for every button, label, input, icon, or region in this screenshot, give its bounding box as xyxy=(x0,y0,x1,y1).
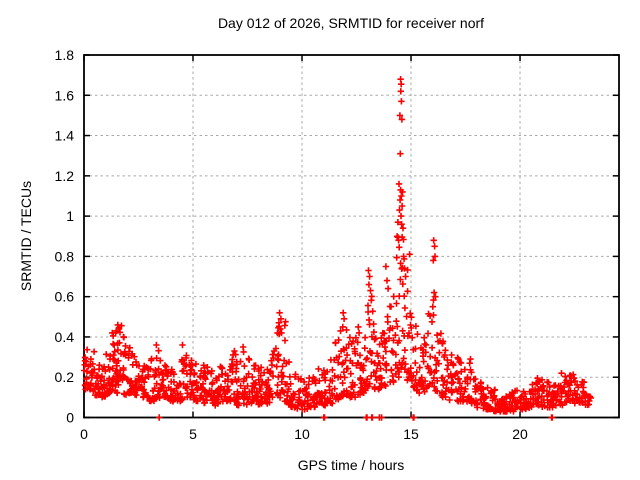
y-tick-label: 1.4 xyxy=(55,128,75,144)
y-tick-label: 0.6 xyxy=(55,289,75,305)
x-tick-label: 0 xyxy=(80,426,88,442)
y-tick-label: 1 xyxy=(66,208,74,224)
y-tick-label: 1.6 xyxy=(55,87,75,103)
chart-title: Day 012 of 2026, SRMTID for receiver nor… xyxy=(218,15,484,31)
plot-border xyxy=(83,54,620,419)
y-tick-label: 0.8 xyxy=(55,248,75,264)
y-tick-label: 0 xyxy=(66,410,74,426)
tick-labels: 0 5 10 15 20 0 0.2 0.4 0.6 0.8 1 1.2 1.4 1.6 1.8 xyxy=(55,47,528,442)
grid-lines xyxy=(84,55,619,418)
x-tick-label: 20 xyxy=(512,426,528,442)
data-points xyxy=(81,76,594,421)
y-tick-label: 0.4 xyxy=(55,329,75,345)
x-tick-label: 15 xyxy=(403,426,419,442)
y-tick-label: 0.2 xyxy=(55,369,75,385)
x-axis-label: GPS time / hours xyxy=(298,457,405,473)
x-tick-label: 10 xyxy=(294,426,310,442)
y-tick-label: 1.2 xyxy=(55,168,75,184)
y-axis-label: SRMTID / TECUs xyxy=(18,181,34,291)
axis-ticks xyxy=(83,54,619,419)
y-tick-label: 1.8 xyxy=(55,47,75,63)
x-tick-label: 5 xyxy=(189,426,197,442)
